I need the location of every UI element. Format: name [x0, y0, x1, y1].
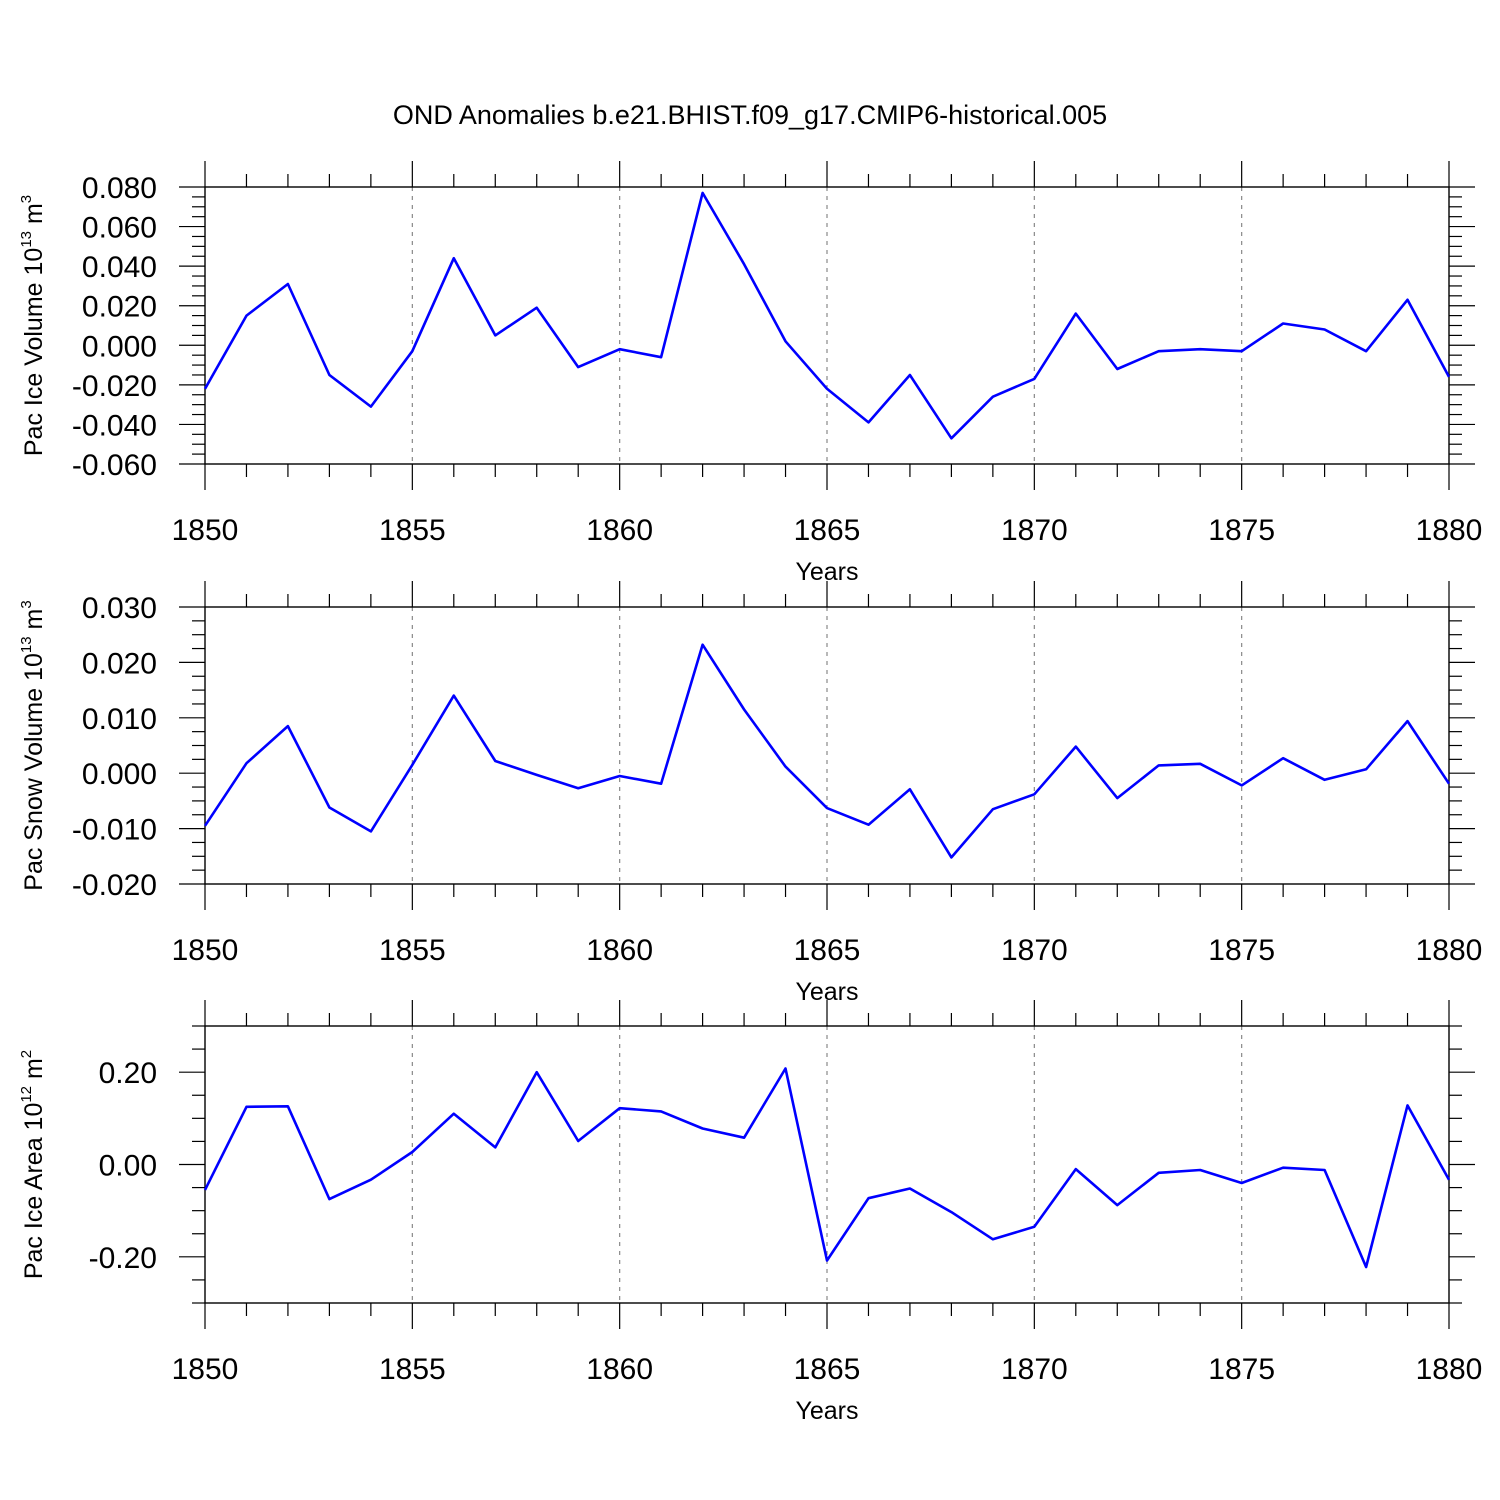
x-tick-label: 1870	[1001, 514, 1068, 547]
y-tick-label: 0.080	[82, 172, 157, 205]
y-axis-label: Pac Ice Area 1012 m2	[18, 1050, 48, 1279]
x-tick-label: 1870	[1001, 1353, 1068, 1386]
y-axis-label: Pac Ice Volume 1013 m3	[18, 195, 48, 456]
y-tick-label: 0.020	[82, 647, 157, 680]
x-tick-label: 1880	[1416, 514, 1483, 547]
x-tick-label: 1855	[379, 1353, 446, 1386]
y-tick-label: -0.020	[72, 869, 157, 902]
y-tick-label: 0.00	[99, 1150, 157, 1183]
x-tick-label: 1865	[794, 1353, 861, 1386]
series-line	[203, 643, 1451, 859]
x-tick-label: 1875	[1208, 934, 1275, 967]
chart-panel-3: -0.20 0.00 0.20 1850 1855 1860 1865 1870 1875 188…	[18, 1000, 1482, 1425]
x-tick-label: 1875	[1208, 1353, 1275, 1386]
y-tick-label: 0.000	[82, 330, 157, 363]
y-tick-label: 0.030	[82, 592, 157, 625]
x-tick-label: 1860	[586, 514, 653, 547]
x-tick-label: 1875	[1208, 514, 1275, 547]
x-tick-label: 1865	[794, 514, 861, 547]
x-tick-label: 1855	[379, 934, 446, 967]
x-axis-label: Years	[795, 1397, 858, 1425]
x-tick-label: 1865	[794, 934, 861, 967]
y-tick-label: -0.060	[72, 449, 157, 482]
x-tick-label: 1880	[1416, 1353, 1483, 1386]
y-tick-label: -0.010	[72, 814, 157, 847]
series-line	[203, 191, 1451, 440]
y-tick-label: 0.020	[82, 291, 157, 324]
chart-panel-2: -0.020 -0.010 0.000 0.010 0.020 0.030 1850 1855…	[18, 581, 1482, 1006]
y-tick-label: 0.010	[82, 703, 157, 736]
chart-panel-1: -0.060 -0.040 -0.020 0.000 0.020 0.040 0.060 0.…	[18, 161, 1482, 586]
x-tick-label: 1880	[1416, 934, 1483, 967]
series-line	[203, 1067, 1451, 1269]
y-tick-label: 0.20	[99, 1057, 157, 1090]
x-tick-label: 1850	[172, 1353, 239, 1386]
x-tick-label: 1860	[586, 1353, 653, 1386]
y-tick-label: 0.040	[82, 251, 157, 284]
y-tick-label: -0.20	[89, 1242, 157, 1275]
x-tick-label: 1850	[172, 514, 239, 547]
x-tick-label: 1855	[379, 514, 446, 547]
x-tick-label: 1860	[586, 934, 653, 967]
y-tick-label: -0.040	[72, 409, 157, 442]
figure-title: OND Anomalies b.e21.BHIST.f09_g17.CMIP6-…	[393, 100, 1107, 130]
x-tick-label: 1850	[172, 934, 239, 967]
y-tick-label: 0.000	[82, 758, 157, 791]
y-tick-label: -0.020	[72, 370, 157, 403]
y-axis-label: Pac Snow Volume 1013 m3	[18, 600, 48, 890]
x-tick-label: 1870	[1001, 934, 1068, 967]
y-tick-label: 0.060	[82, 212, 157, 245]
